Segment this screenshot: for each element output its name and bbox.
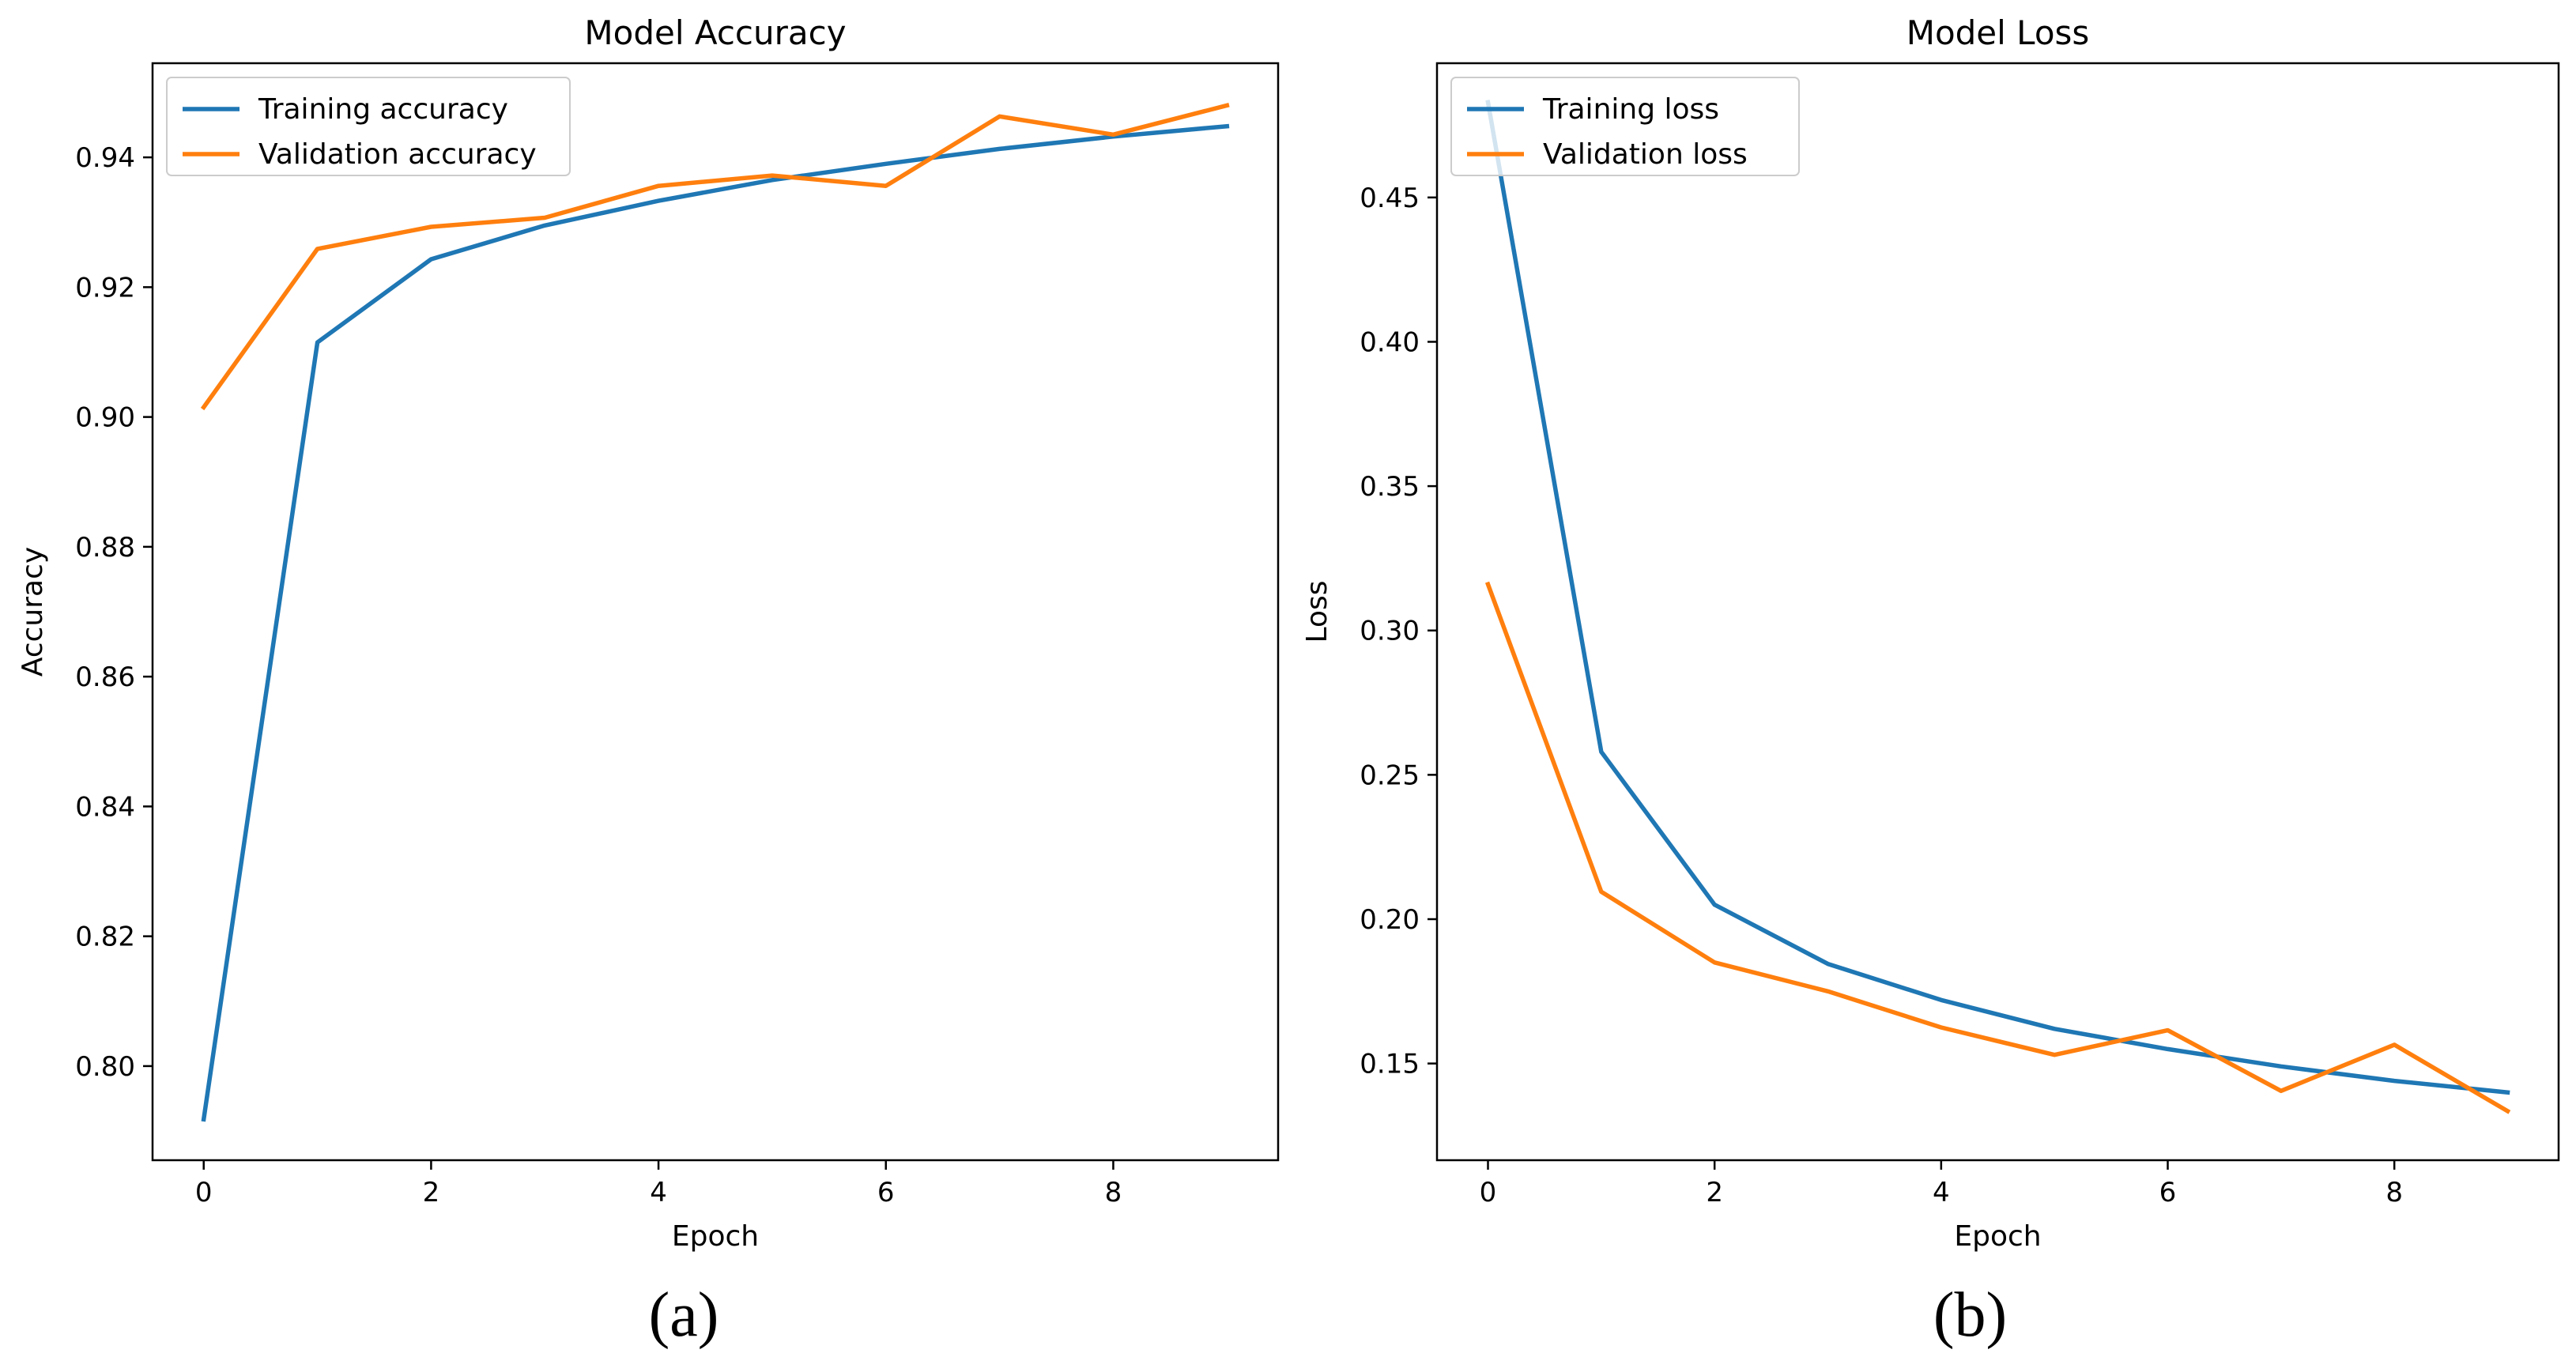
y-tick-label: 0.30 [1360,616,1420,647]
y-tick-label: 0.90 [75,402,135,434]
legend: Training accuracy Validation accuracy [166,77,571,176]
series-line-0 [1485,100,2510,1095]
legend-label-1: Validation accuracy [258,138,537,171]
x-tick-label: 6 [877,1177,895,1208]
axes-frame [1435,62,2560,1162]
x-tick-label: 2 [1706,1177,1723,1208]
axes-frame [151,62,1280,1162]
legend: Training loss Validation loss [1450,77,1800,176]
y-tick-label: 0.86 [75,662,135,693]
legend-label-0: Training accuracy [258,93,508,126]
y-axis-label: Accuracy [17,547,49,677]
x-tick-label: 8 [2386,1177,2403,1208]
y-tick-label: 0.80 [75,1051,135,1083]
x-tick-label: 8 [1105,1177,1122,1208]
x-tick-label: 2 [423,1177,440,1208]
y-tick-label: 0.92 [75,272,135,303]
legend-label-1: Validation loss [1543,138,1748,171]
y-axis-label: Loss [1301,581,1333,643]
x-tick-label: 4 [1933,1177,1950,1208]
panel-label: (b) [1933,1280,2007,1350]
y-tick-label: 0.15 [1360,1049,1420,1080]
chart-title: Model Accuracy [584,13,846,52]
x-tick-label: 0 [195,1177,213,1208]
y-tick-label: 0.40 [1360,326,1420,358]
legend-label-0: Training loss [1542,93,1719,126]
x-tick-label: 0 [1480,1177,1497,1208]
y-tick-label: 0.82 [75,922,135,953]
series-line-1 [1484,581,2511,1114]
chart-panel-1: 0 2 4 6 8 0.15 0.20 0.25 0.30 0.35 0.40 0.45 Model L… [1301,13,2560,1350]
legend-box [1450,77,1800,176]
y-tick-label: 0.20 [1360,904,1420,936]
y-tick-label: 0.35 [1360,471,1420,503]
chart-panel-0: 0 2 4 6 8 0.80 0.82 0.84 0.86 0.88 0.90 0.92 0.94 Mod… [17,13,1280,1350]
chart-title: Model Loss [1907,13,2090,52]
y-tick-label: 0.94 [75,142,135,174]
panel-label: (a) [649,1280,719,1350]
x-tick-label: 6 [2159,1177,2177,1208]
series-line-0 [201,123,1230,1122]
y-tick-label: 0.88 [75,532,135,564]
y-tick-label: 0.25 [1360,760,1420,791]
x-axis-label: Epoch [672,1220,759,1253]
x-tick-label: 4 [650,1177,667,1208]
y-tick-label: 0.84 [75,791,135,823]
legend-box [166,77,571,176]
y-tick-label: 0.45 [1360,183,1420,214]
x-axis-label: Epoch [1954,1220,2041,1253]
series-line-1 [200,103,1230,411]
